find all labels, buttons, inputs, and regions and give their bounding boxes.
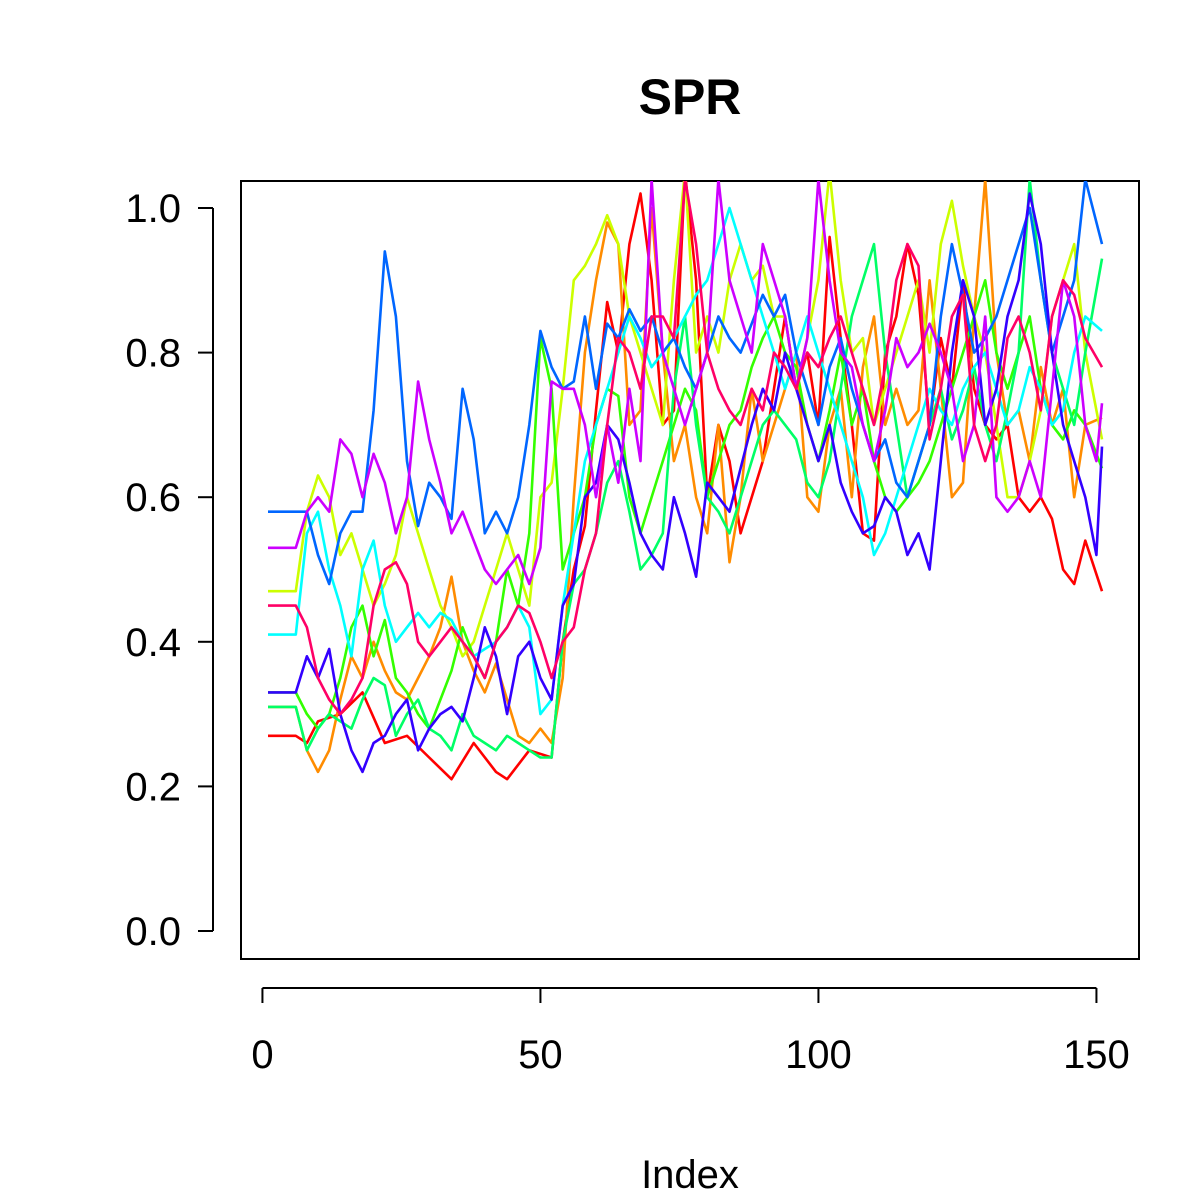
chart-title: SPR [639, 69, 742, 125]
series-line-3 [268, 181, 1104, 658]
series-line-1 [268, 181, 1104, 781]
x-tick-label: 100 [785, 1033, 852, 1077]
x-tick-label: 150 [1063, 1033, 1130, 1077]
y-tick-label: 1.0 [125, 187, 181, 231]
y-tick-label: 0.2 [125, 765, 181, 809]
x-axis: 0 50 100 150 [251, 987, 1130, 1077]
x-tick-label: 50 [518, 1033, 563, 1077]
series-line-6 [268, 206, 1103, 716]
x-tick-label: 0 [251, 1033, 273, 1077]
y-tick-label: 0.4 [125, 621, 181, 665]
series-line-9 [268, 181, 1104, 586]
series-line-2 [268, 181, 1103, 774]
y-tick-label: 0.6 [125, 476, 181, 520]
series-line-5 [268, 181, 1104, 759]
plot-frame [240, 180, 1140, 960]
y-tick-label: 0.0 [125, 910, 181, 954]
series-line-8 [268, 192, 1104, 774]
series-line-10 [268, 181, 1104, 716]
x-axis-label: Index [641, 1153, 739, 1197]
y-tick-label: 0.8 [125, 332, 181, 376]
y-axis: 0.0 0.2 0.4 0.6 0.8 1.0 [125, 187, 214, 954]
series-layer [268, 181, 1104, 781]
series-line-4 [268, 279, 1104, 730]
